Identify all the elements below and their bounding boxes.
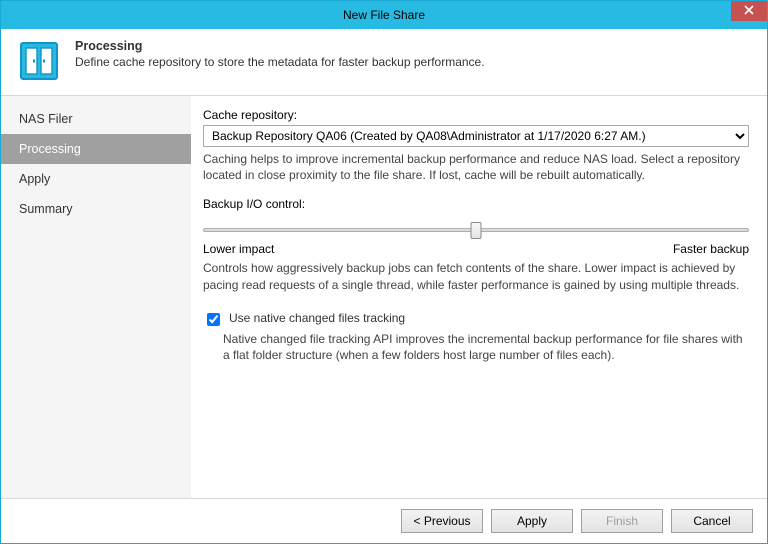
- close-icon: [744, 4, 754, 18]
- button-label: Cancel: [693, 514, 730, 528]
- sidebar-item-processing[interactable]: Processing: [1, 134, 191, 164]
- header-heading: Processing: [75, 39, 485, 53]
- slider-lower-label: Lower impact: [203, 242, 274, 256]
- native-tracking-row: Use native changed files tracking: [203, 311, 749, 329]
- wizard-footer: < Previous Apply Finish Cancel: [1, 498, 767, 543]
- button-label: Apply: [517, 514, 547, 528]
- wizard-content: Cache repository: Backup Repository QA06…: [191, 96, 767, 498]
- sidebar-item-label: Summary: [19, 202, 72, 216]
- cancel-button[interactable]: Cancel: [671, 509, 753, 533]
- header-subheading: Define cache repository to store the met…: [75, 55, 485, 69]
- cache-repository-select[interactable]: Backup Repository QA06 (Created by QA08\…: [203, 125, 749, 147]
- header-text: Processing Define cache repository to st…: [75, 39, 485, 69]
- sidebar-item-summary[interactable]: Summary: [1, 194, 191, 224]
- cache-label: Cache repository:: [203, 108, 749, 122]
- io-control-slider[interactable]: [203, 220, 749, 240]
- native-tracking-checkbox[interactable]: [207, 313, 220, 326]
- slider-upper-label: Faster backup: [673, 242, 749, 256]
- io-helper-text: Controls how aggressively backup jobs ca…: [203, 260, 749, 292]
- cache-helper-text: Caching helps to improve incremental bac…: [203, 151, 749, 183]
- window-title: New File Share: [343, 8, 425, 22]
- previous-button[interactable]: < Previous: [401, 509, 483, 533]
- button-label: < Previous: [413, 514, 470, 528]
- native-tracking-helper: Native changed file tracking API improve…: [223, 331, 749, 363]
- wizard-body: NAS Filer Processing Apply Summary Cache…: [1, 96, 767, 498]
- finish-button: Finish: [581, 509, 663, 533]
- titlebar: New File Share: [1, 1, 767, 29]
- apply-button[interactable]: Apply: [491, 509, 573, 533]
- close-button[interactable]: [731, 1, 767, 21]
- sidebar-item-nas-filer[interactable]: NAS Filer: [1, 104, 191, 134]
- sidebar-item-apply[interactable]: Apply: [1, 164, 191, 194]
- slider-labels: Lower impact Faster backup: [203, 242, 749, 256]
- sidebar-item-label: Apply: [19, 172, 50, 186]
- button-label: Finish: [606, 514, 638, 528]
- sidebar-item-label: Processing: [19, 142, 81, 156]
- io-control-label: Backup I/O control:: [203, 197, 749, 211]
- wizard-header: Processing Define cache repository to st…: [1, 29, 767, 96]
- sidebar-item-label: NAS Filer: [19, 112, 72, 126]
- wizard-sidebar: NAS Filer Processing Apply Summary: [1, 96, 191, 498]
- dialog-window: New File Share Processing Define cache r…: [0, 0, 768, 544]
- slider-thumb[interactable]: [471, 222, 482, 239]
- native-tracking-label: Use native changed files tracking: [229, 311, 405, 325]
- fileshare-icon: [17, 39, 61, 83]
